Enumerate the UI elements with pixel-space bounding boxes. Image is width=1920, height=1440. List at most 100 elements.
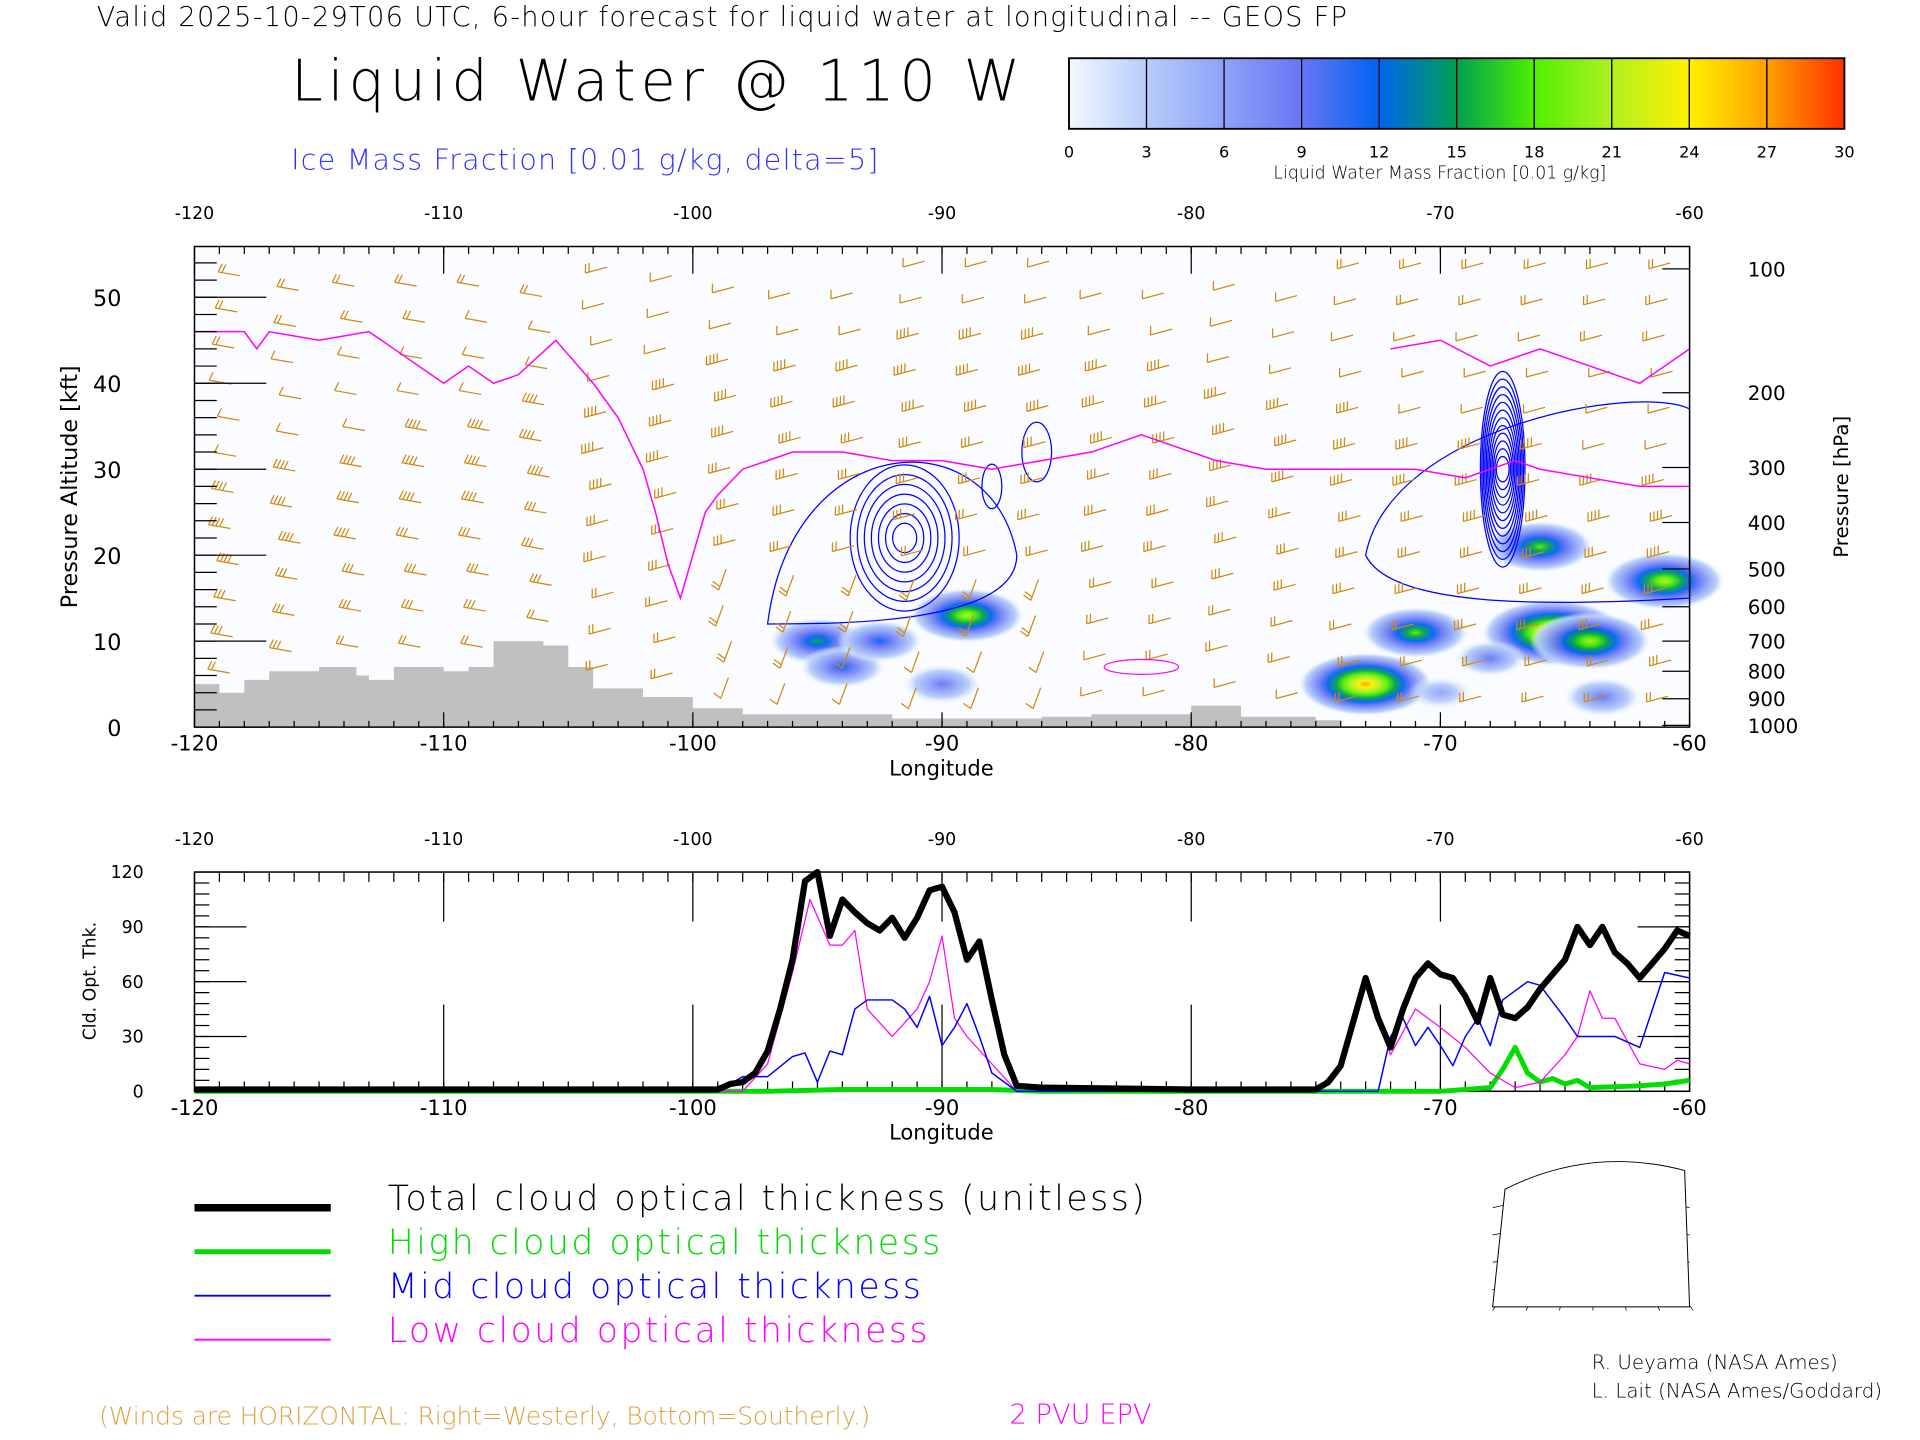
barb-flag <box>1396 295 1398 305</box>
barb-flag <box>1338 512 1340 522</box>
barb-shaft <box>1146 509 1169 517</box>
barb-flag <box>1280 579 1282 589</box>
wind-barb <box>1089 577 1112 589</box>
barb-flag <box>898 594 907 601</box>
barb-flag <box>1578 620 1580 630</box>
barb-flag <box>1095 359 1097 369</box>
colorbar-tick-label: 3 <box>1141 142 1151 161</box>
barb-flag <box>1089 578 1091 588</box>
barb-flag <box>275 603 281 613</box>
barb-flag <box>1221 531 1223 542</box>
barb-flag <box>1025 364 1027 374</box>
wind-barb <box>1330 331 1354 342</box>
wind-barb <box>1017 508 1040 521</box>
barb-flag <box>338 598 344 608</box>
barb-flag <box>1028 666 1037 674</box>
barb-flag <box>656 415 658 425</box>
barb-flag <box>461 346 467 355</box>
wind-barb <box>835 359 858 372</box>
barb-shaft <box>1148 617 1171 625</box>
wind-barb <box>955 363 979 376</box>
wind-barb <box>957 472 981 485</box>
wind-barb <box>213 444 237 457</box>
barb-shaft <box>1644 587 1667 595</box>
barb-shaft <box>652 383 675 391</box>
barb-flag <box>963 402 966 412</box>
barb-flag <box>1023 438 1025 448</box>
barb-flag <box>831 698 840 705</box>
barb-flag <box>340 527 346 537</box>
barb-flag <box>1086 614 1088 624</box>
barb-flag <box>960 438 963 448</box>
barb-flag <box>1463 367 1465 378</box>
wind-barb <box>1330 473 1353 486</box>
wind-barb <box>840 432 863 444</box>
epv-note: 2 PVU EPV <box>1009 1399 1152 1431</box>
series-line-total <box>194 868 1691 1093</box>
wind-barb <box>1525 367 1549 378</box>
barb-flag <box>1517 331 1520 341</box>
wind-barb <box>458 382 482 396</box>
colorbar-segment <box>1688 57 1768 130</box>
wind-barb <box>1206 353 1230 363</box>
barb-flag <box>218 300 224 309</box>
barb-flag <box>1392 476 1394 486</box>
barb-flag <box>1398 404 1400 414</box>
barb-flag <box>1336 439 1338 449</box>
barb-shaft <box>1581 587 1604 595</box>
barb-flag <box>348 563 354 573</box>
barb-flag <box>1265 400 1268 410</box>
barb-flag <box>657 488 660 498</box>
wind-barb <box>960 436 984 449</box>
barb-shaft <box>1032 687 1042 709</box>
barb-flag <box>270 350 276 360</box>
barb-flag <box>899 294 901 304</box>
wind-barb <box>527 320 551 334</box>
wind-barb <box>336 490 359 504</box>
barb-flag <box>1028 328 1030 338</box>
barb-flag <box>273 314 279 323</box>
y-tick-label: 10 <box>93 630 121 656</box>
barb-shaft <box>1271 475 1294 483</box>
barb-flag <box>1100 431 1103 441</box>
barb-flag <box>1335 548 1337 558</box>
barb-flag <box>585 661 587 671</box>
x-axis-label: Longitude <box>889 755 994 780</box>
barb-shaft <box>1647 406 1670 414</box>
wind-barb <box>1084 359 1107 372</box>
barb-flag <box>398 490 404 500</box>
barb-flag <box>1020 474 1022 484</box>
barb-shaft <box>1650 370 1673 378</box>
wind-barb <box>1275 689 1298 700</box>
x-tick-label: -90 <box>925 1095 959 1120</box>
barb-shaft <box>1331 334 1354 342</box>
wind-barb <box>398 490 422 504</box>
wind-barb <box>1400 510 1423 523</box>
barb-flag <box>962 591 971 598</box>
barb-flag <box>211 335 217 345</box>
barb-flag <box>220 589 226 599</box>
barb-flag <box>210 624 216 634</box>
barb-flag <box>834 662 843 669</box>
wind-barb <box>776 325 799 336</box>
ice-contour <box>1495 455 1510 483</box>
barb-flag <box>1523 618 1525 628</box>
wind-barb <box>831 683 848 705</box>
pressure-tick-label: 500 <box>1748 558 1786 581</box>
barb-flag <box>1519 619 1522 629</box>
barb-flag <box>1342 546 1344 556</box>
barb-flag <box>1146 541 1149 551</box>
barb-flag <box>1087 505 1089 515</box>
barb-flag <box>837 626 846 633</box>
barb-flag <box>1088 396 1091 406</box>
wind-barb <box>1086 468 1110 480</box>
barb-flag <box>1024 508 1026 518</box>
barb-flag <box>1209 461 1211 471</box>
barb-flag <box>1649 691 1651 702</box>
barb-flag <box>653 451 655 461</box>
wind-barb <box>1578 618 1601 631</box>
barb-shaft <box>778 436 801 444</box>
barb-flag <box>401 635 407 645</box>
barb-flag <box>654 524 657 534</box>
barb-flag <box>1648 474 1651 484</box>
